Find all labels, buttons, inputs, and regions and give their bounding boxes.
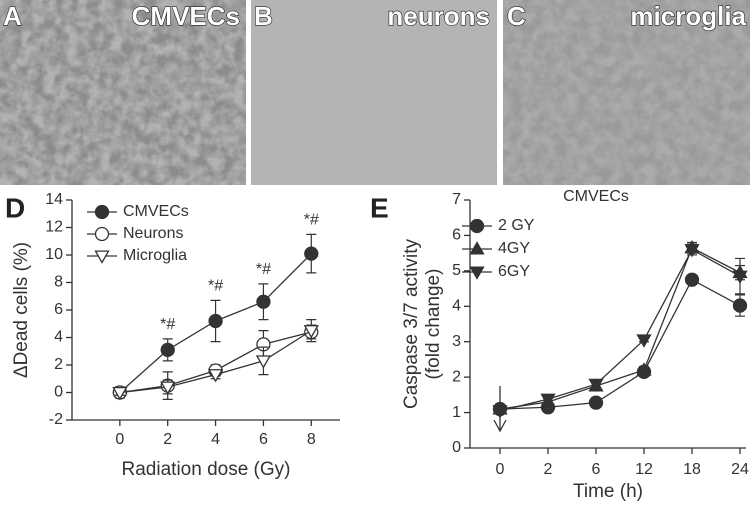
chart-title: CMVECs [563,188,629,205]
y-axis-label: ΔDead cells (%) [11,242,32,378]
annotation: *# [304,212,319,229]
x-axis-label: Radiation dose (Gy) [122,459,291,480]
marker [303,325,319,339]
y-tick-label: 12 [45,219,63,236]
x-tick-label: 6 [592,461,601,478]
marker [636,362,652,376]
y-tick-label: 6 [54,301,63,318]
annotation: *# [208,278,223,295]
marker [732,270,748,284]
photo-label: neurons [387,1,490,31]
y-tick-label: 0 [452,439,461,456]
marker [469,241,485,255]
marker [588,395,604,410]
marker [94,226,110,242]
legend-label: Microglia [123,247,187,264]
photo-texture [503,0,750,185]
series-line [499,246,741,410]
y-tick-label: 3 [452,333,461,350]
marker [492,405,508,419]
y-tick-label: -2 [49,411,63,428]
panel-letter: C [507,1,526,31]
x-tick-label: 0 [496,461,505,478]
marker [588,378,604,393]
y-tick-label: 4 [452,298,461,315]
marker [469,218,485,234]
x-axis-label: Time (h) [573,481,643,502]
marker [94,250,110,264]
x-tick-label: 0 [115,431,124,448]
x-tick-label: 18 [683,461,701,478]
axis [469,200,746,449]
marker [112,386,128,401]
marker [636,334,652,348]
marker [208,313,223,329]
annotation: *# [256,261,271,278]
photo-label: microglia [630,1,746,31]
marker [304,246,319,261]
y-tick-label: 8 [54,274,63,291]
photo-label: CMVECs [132,1,240,31]
legend-label: CMVECs [123,203,189,220]
photo-b [251,0,497,185]
marker [732,298,748,313]
marker [469,266,485,280]
panel-letter: A [3,1,22,31]
axis [71,200,340,421]
y-tick-label: 0 [54,384,63,401]
marker [207,369,224,383]
legend-label: 4GY [498,240,530,257]
legend-label: 2 GY [498,217,535,234]
photo-texture [0,0,246,185]
y-tick-label: 5 [452,262,461,279]
marker [160,381,176,395]
y-axis-label: (fold change) [423,269,444,380]
marker [160,342,175,358]
y-tick-label: 6 [452,227,461,244]
legend-label: Neurons [123,225,183,242]
x-tick-label: 24 [731,461,749,478]
series-line [499,278,741,410]
series-line [499,248,741,412]
marker [256,294,271,309]
x-tick-label: 2 [163,431,172,448]
y-tick-label: 2 [452,368,461,385]
y-tick-label: 1 [452,404,461,421]
y-axis-label: Caspase 3/7 activity [401,238,422,409]
marker [684,244,700,258]
y-tick-label: 4 [54,329,63,346]
marker [540,393,556,407]
x-tick-label: 12 [635,461,653,478]
y-tick-label: 10 [45,246,63,263]
y-tick-label: 2 [54,356,63,373]
marker [255,355,272,369]
x-tick-label: 6 [259,431,268,448]
x-tick-label: 4 [211,431,220,448]
annotation: *# [160,316,175,333]
legend-label: 6GY [498,263,530,280]
marker [684,272,700,287]
panel-letter: E [370,192,389,223]
panel-letter: B [254,1,273,31]
marker [94,204,110,220]
x-tick-label: 8 [307,431,316,448]
photos: A CMVECs B neurons C microglia [0,0,750,185]
panel-letter: D [5,192,25,223]
y-tick-label: 14 [45,191,63,208]
x-tick-label: 2 [544,461,553,478]
y-tick-label: 7 [452,191,461,208]
